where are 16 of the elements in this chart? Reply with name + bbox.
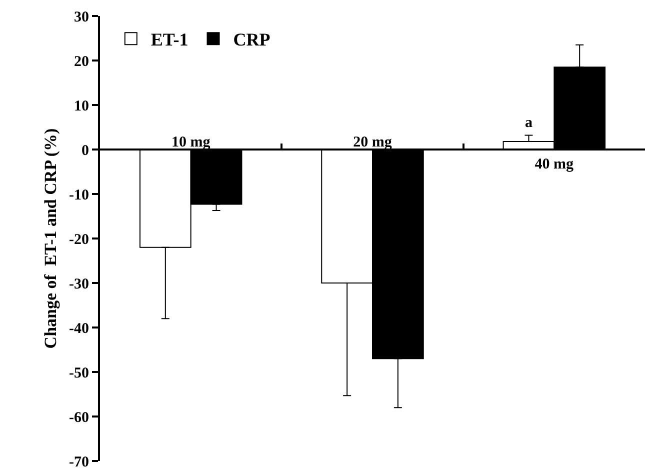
y-tick-label: -40 — [69, 320, 89, 337]
y-tick-label: -50 — [69, 365, 89, 382]
y-tick-label: 30 — [74, 9, 89, 26]
y-tick-label: 0 — [82, 142, 89, 159]
y-tick-label: 10 — [74, 98, 89, 114]
y-tick-label: -70 — [69, 454, 89, 470]
y-axis-title: Change of ET-1 and CRP (%) — [41, 128, 60, 349]
annotation: a — [525, 115, 533, 131]
y-tick-label: -60 — [69, 410, 89, 426]
y-tick-label: -10 — [69, 187, 89, 204]
legend-label: CRP — [233, 30, 270, 50]
y-tick-label: -20 — [69, 232, 89, 248]
y-tick-label: -30 — [69, 276, 89, 292]
legend-label: ET-1 — [150, 30, 188, 50]
x-tick-label: 40 mg — [534, 156, 574, 172]
y-tick-label: 20 — [74, 54, 89, 70]
